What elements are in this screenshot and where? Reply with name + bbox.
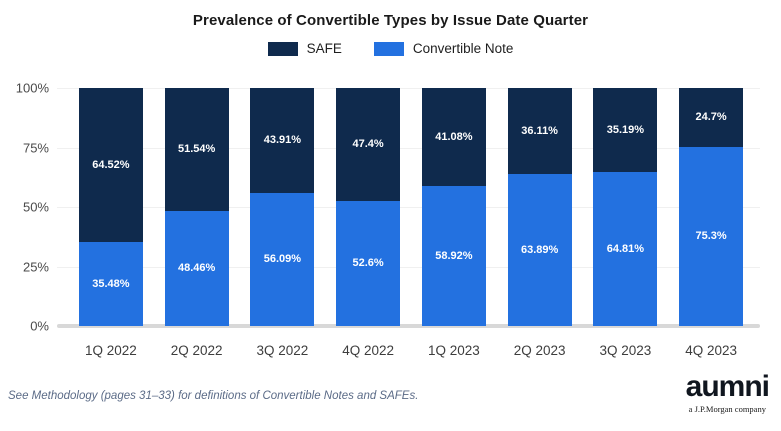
x-tick-label: 1Q 2022 — [84, 343, 137, 358]
stacked-bar: 35.19% 64.81% — [593, 88, 658, 326]
aumni-logo: aumni a J.P.Morgan company — [685, 370, 770, 415]
x-tick-label: 2Q 2023 — [513, 343, 566, 358]
safe-segment-label: 35.19% — [606, 123, 645, 136]
aumni-logo-wordmark: aumni — [685, 370, 770, 403]
gridline — [57, 147, 760, 149]
safe-segment-label: 51.54% — [177, 143, 216, 156]
convertible-note-segment: 52.6% — [336, 200, 401, 326]
safe-segment-label: 43.91% — [263, 134, 302, 147]
safe-segment: 24.7% — [679, 88, 744, 147]
stacked-bar: 47.4% 52.6% — [336, 88, 401, 326]
chart-title: Prevalence of Convertible Types by Issue… — [192, 12, 589, 29]
bar-column: 51.54% 48.46% — [154, 88, 240, 326]
convertible-note-segment: 35.48% — [78, 241, 143, 326]
safe-segment-label: 41.08% — [435, 130, 473, 143]
convertible-note-segment-label: 35.48% — [92, 277, 130, 290]
convertible-note-segment: 56.09% — [250, 192, 315, 326]
x-tick-label: 1Q 2023 — [427, 343, 480, 358]
x-tick-label: 2Q 2022 — [170, 343, 223, 358]
convertible-note-segment: 48.46% — [164, 210, 229, 326]
convertible-note-segment: 75.3% — [679, 146, 744, 326]
convertible-note-segment-label: 63.89% — [520, 243, 559, 256]
safe-segment: 51.54% — [164, 88, 229, 211]
y-tick-label: 75% — [22, 140, 49, 155]
safe-segment-label: 24.7% — [695, 111, 727, 124]
convertible-note-legend-label: Convertible Note — [412, 41, 514, 56]
convertible-note-segment-label: 58.92% — [435, 249, 473, 262]
safe-legend-label: SAFE — [306, 41, 342, 56]
stacked-bar: 51.54% 48.46% — [164, 88, 229, 326]
safe-segment-label: 64.52% — [92, 158, 130, 171]
stacked-bar: 36.11% 63.89% — [507, 88, 572, 326]
stacked-bar: 43.91% 56.09% — [250, 88, 315, 326]
jpmorgan-tagline: a J.P.Morgan company — [688, 404, 766, 414]
legend-item-convertible-note: Convertible Note — [373, 41, 514, 56]
bar-column: 35.19% 64.81% — [583, 88, 669, 326]
legend: SAFE Convertible Note — [0, 41, 781, 56]
x-axis-baseline — [57, 324, 760, 328]
safe-segment-label: 36.11% — [521, 124, 558, 137]
convertible-note-segment-label: 75.3% — [695, 230, 727, 243]
y-tick-label: 50% — [22, 199, 49, 215]
bar-column: 24.7% 75.3% — [668, 88, 754, 326]
safe-segment: 36.11% — [507, 88, 572, 174]
safe-segment: 43.91% — [250, 88, 315, 193]
y-tick-label: 25% — [22, 259, 49, 274]
x-tick-label: 3Q 2022 — [256, 343, 309, 358]
plot-area: 100% 75% 50% 25% 0% 64.52% 35.48% 51.54% 48.46%… — [16, 81, 760, 334]
stacked-bar: 41.08% 58.92% — [421, 88, 486, 326]
bars-group: 64.52% 35.48% 51.54% 48.46% 43.91% 56.09% 47.4… — [68, 88, 754, 326]
stacked-bar: 24.7% 75.3% — [679, 88, 744, 326]
bar-column: 43.91% 56.09% — [240, 88, 326, 326]
x-tick-label: 4Q 2023 — [685, 343, 738, 358]
x-tick-label: 3Q 2023 — [599, 343, 652, 358]
safe-segment-label: 47.4% — [352, 138, 384, 151]
safe-legend-swatch — [267, 41, 298, 56]
safe-segment: 35.19% — [593, 88, 658, 172]
x-axis-labels: 1Q 2022 2Q 2022 3Q 2022 4Q 2022 1Q 2023 2Q 20… — [68, 343, 754, 358]
convertible-note-legend-swatch — [373, 41, 404, 56]
bar-column: 41.08% 58.92% — [411, 88, 497, 326]
gridline — [57, 207, 760, 208]
stacked-bar: 64.52% 35.48% — [78, 88, 143, 326]
convertible-note-segment-label: 52.6% — [352, 257, 384, 270]
legend-item-safe: SAFE — [267, 41, 342, 56]
y-tick-label: 100% — [15, 80, 49, 96]
methodology-footnote: See Methodology (pages 31–33) for defini… — [8, 390, 419, 402]
safe-segment: 47.4% — [336, 88, 401, 201]
bar-column: 47.4% 52.6% — [325, 88, 411, 326]
convertible-note-segment-label: 64.81% — [606, 242, 645, 255]
y-tick-label: 0% — [30, 318, 49, 334]
convertible-note-segment: 58.92% — [421, 185, 486, 326]
safe-segment: 64.52% — [78, 88, 143, 242]
convertible-note-segment-label: 48.46% — [177, 262, 216, 275]
gridline — [57, 88, 760, 89]
gridline — [57, 266, 760, 268]
convertible-note-segment: 63.89% — [507, 173, 572, 326]
safe-segment: 41.08% — [421, 88, 486, 186]
bar-column: 36.11% 63.89% — [497, 88, 583, 326]
convertible-note-segment: 64.81% — [593, 171, 658, 326]
bar-column: 64.52% 35.48% — [68, 88, 154, 326]
convertible-note-segment-label: 56.09% — [263, 253, 302, 266]
x-tick-label: 4Q 2022 — [342, 343, 395, 358]
